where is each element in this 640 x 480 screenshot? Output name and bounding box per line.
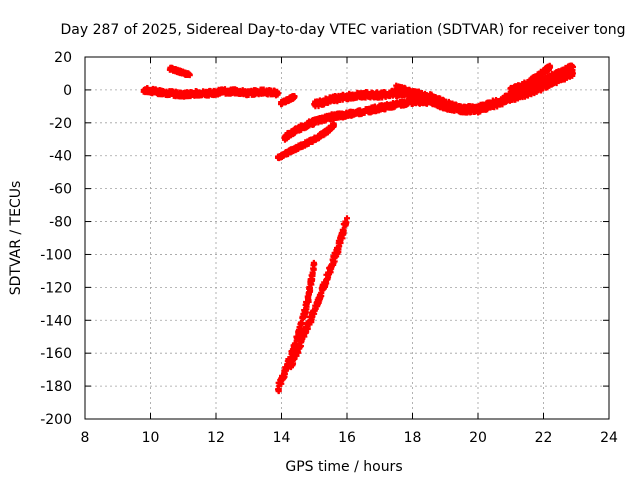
y-tick-label: -80: [49, 215, 72, 231]
x-tick-label: 10: [142, 430, 160, 446]
data-point: [291, 93, 298, 100]
data-point: [569, 63, 576, 70]
series-arc-8: [274, 120, 337, 162]
series-arc-2: [166, 64, 193, 79]
data-point: [330, 121, 337, 128]
series-arc-6: [393, 68, 576, 116]
series-arc-10: [287, 215, 350, 371]
series-arc-1: [140, 85, 282, 100]
y-tick-label: 20: [54, 50, 72, 66]
y-tick-label: -120: [40, 280, 72, 296]
data-point: [305, 298, 312, 305]
x-axis-label: GPS time / hours: [285, 459, 402, 475]
y-tick-label: -60: [49, 182, 72, 198]
y-tick-label: -180: [40, 379, 72, 395]
y-tick-label: -40: [49, 149, 72, 165]
x-tick-label: 24: [600, 430, 618, 446]
x-tick-label: 14: [273, 430, 291, 446]
axis-ticks: 8 10 12 14 16 18 20 22 24 20 0 -20 -40 -60 -80 -100 -120…: [40, 50, 618, 446]
data-point: [342, 221, 349, 228]
data-point: [289, 361, 296, 368]
x-tick-label: 12: [207, 430, 225, 446]
y-tick-label: -140: [40, 313, 72, 329]
y-tick-label: -20: [49, 116, 72, 132]
x-tick-label: 20: [469, 430, 487, 446]
series-arc-7: [507, 62, 554, 95]
x-tick-label: 16: [338, 430, 356, 446]
data-point: [569, 70, 576, 77]
data-point: [311, 261, 318, 268]
data-point: [186, 72, 193, 79]
data-point: [344, 215, 350, 222]
y-tick-label: -160: [40, 346, 72, 362]
y-axis-label: SDTVAR / TECUs: [8, 181, 24, 296]
x-tick-label: 8: [81, 430, 90, 446]
data-points: [140, 62, 576, 395]
data-point: [306, 287, 313, 294]
y-tick-label: 0: [63, 83, 72, 99]
data-point: [337, 239, 344, 246]
data-point: [275, 90, 282, 97]
x-tick-label: 22: [535, 430, 553, 446]
series-arc-4: [281, 95, 449, 143]
x-tick-label: 18: [404, 430, 422, 446]
data-point: [547, 63, 554, 70]
chart-title: Day 287 of 2025, Sidereal Day-to-day VTE…: [60, 22, 625, 38]
data-point: [304, 325, 311, 332]
series-arc-3: [278, 93, 298, 108]
data-point: [340, 227, 347, 234]
data-point: [318, 292, 325, 299]
y-tick-label: -100: [40, 247, 72, 263]
y-tick-label: -200: [40, 412, 72, 428]
